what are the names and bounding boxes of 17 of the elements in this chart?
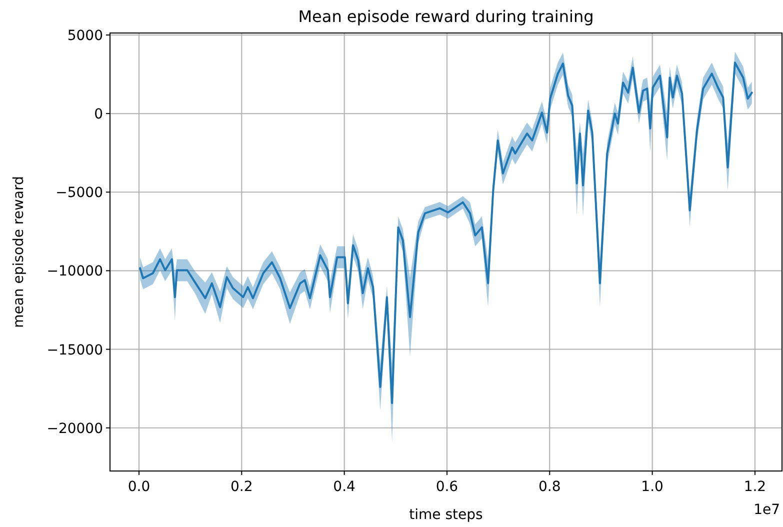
x-tick-label: 0.4 [333, 479, 356, 495]
y-tick-label: −15000 [46, 342, 103, 358]
y-axis-title: mean episode reward [11, 176, 27, 328]
text: 1e7 [754, 502, 780, 518]
y-tick-label: −5000 [56, 185, 103, 202]
y-tick-label: −10000 [46, 264, 103, 280]
y-tick-label: 5000 [67, 28, 103, 44]
y-tick-label: 0 [94, 106, 103, 123]
x-tick-label: 0.6 [436, 479, 458, 495]
x-axis-title: time steps [409, 507, 483, 523]
x-tick-label: 0.8 [538, 479, 561, 495]
x-tick-label: 1.2 [744, 479, 766, 495]
x-tick-label: 1.0 [641, 479, 664, 495]
chart-title: Mean episode reward during training [298, 7, 594, 26]
y-tick-label: −20000 [46, 420, 103, 437]
x-tick-label: 0.0 [128, 479, 150, 495]
x-tick-label: 0.2 [230, 479, 253, 495]
